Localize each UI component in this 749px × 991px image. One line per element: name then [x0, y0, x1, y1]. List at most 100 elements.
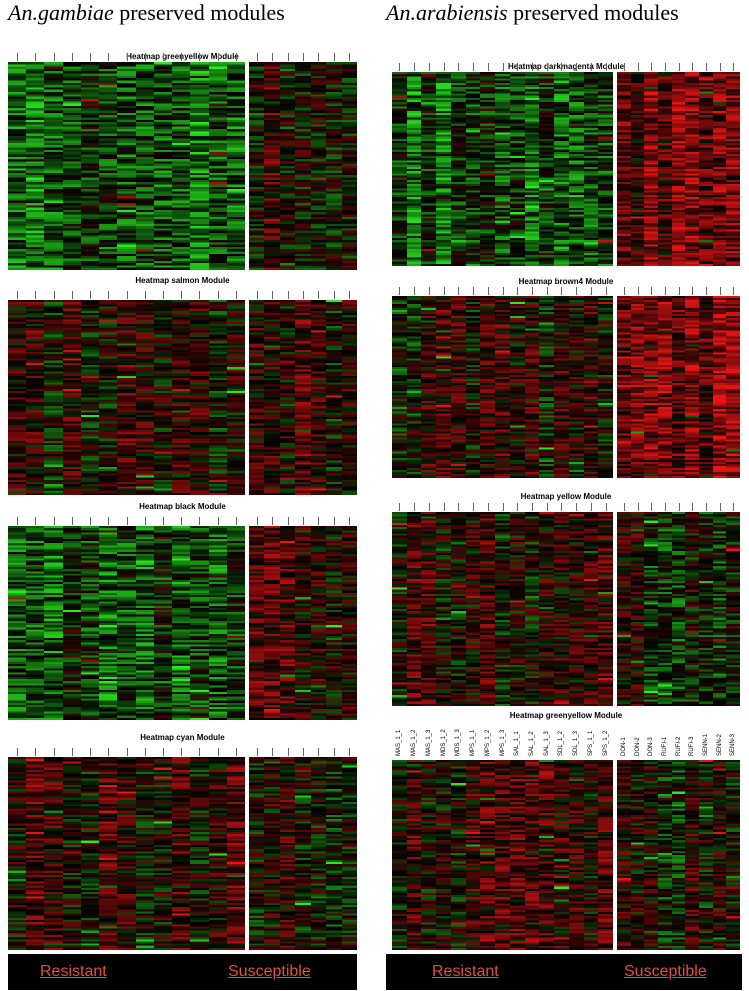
column-tick [108, 291, 110, 299]
heatmap-column [264, 757, 280, 950]
column-tick [590, 63, 592, 71]
panel-title: Heatmap cyan Module [140, 733, 225, 742]
column-tick [53, 291, 55, 299]
heatmap-column [539, 512, 555, 706]
panel-title: Heatmap salmon Module [135, 276, 230, 285]
heatmap-column [326, 62, 342, 270]
heatmap-column [26, 757, 45, 950]
column-tick [473, 503, 475, 511]
column-tick [561, 287, 563, 295]
column-tick [705, 287, 707, 295]
heatmap-column [341, 62, 357, 270]
heatmap-column [450, 512, 466, 706]
heatmap-column [117, 300, 136, 495]
heatmap-column [726, 296, 740, 478]
column-tick [637, 503, 639, 511]
heatmap-column [326, 526, 342, 720]
column-tick [733, 63, 735, 71]
column-tick [623, 63, 625, 71]
heatmap-column [117, 526, 136, 720]
column-tick [235, 748, 237, 756]
column-tick [678, 503, 680, 511]
column-tick [256, 291, 258, 299]
column-tick [181, 748, 183, 756]
column-tick [487, 63, 489, 71]
column-tick [90, 748, 92, 756]
heatmap [617, 512, 740, 706]
heatmap-column [712, 760, 727, 950]
heatmap-column [99, 62, 118, 270]
column-tick [199, 517, 201, 525]
column-tick [561, 503, 563, 511]
resistant-label: Resistant [40, 963, 107, 980]
heatmap-column [617, 72, 631, 266]
heatmap-column [685, 72, 700, 266]
heatmap-column [153, 757, 173, 950]
column-tick [181, 291, 183, 299]
column-tick [17, 748, 19, 756]
heatmap-column [117, 62, 136, 270]
column-tick [428, 503, 430, 511]
column-tick [664, 287, 666, 295]
column-tick [35, 53, 37, 61]
heatmap-column [524, 512, 540, 706]
heatmap-column [421, 72, 437, 266]
heatmap-column [153, 62, 173, 270]
heatmap-column [326, 300, 342, 495]
heatmap-column [26, 300, 45, 495]
column-tick [692, 287, 694, 295]
heatmap-column [630, 296, 645, 478]
heatmap-column [8, 526, 27, 720]
column-tick [90, 53, 92, 61]
heatmap-column [658, 760, 672, 950]
heatmap-column [712, 72, 727, 266]
column-tick [162, 748, 164, 756]
column-tick [235, 53, 237, 61]
column-tick [517, 63, 519, 71]
column-tick [272, 53, 274, 61]
column-tick [414, 63, 416, 71]
column-tick [303, 517, 304, 525]
heatmap-column [208, 757, 227, 950]
heatmap-column [8, 300, 27, 495]
heatmap-column [671, 760, 686, 950]
heatmap-column [524, 296, 540, 478]
column-tick [664, 503, 666, 511]
heatmap-column [699, 72, 713, 266]
column-label: MDS_1_3 [455, 729, 462, 756]
heatmap-column [583, 512, 599, 706]
column-tick [546, 287, 548, 295]
resistant-label: Resistant [432, 963, 499, 980]
heatmap-column [712, 512, 727, 706]
column-label: MPS_1_3 [499, 729, 506, 756]
column-label: SPS_1_2 [602, 730, 609, 756]
heatmap-column [172, 526, 191, 720]
panel-title: Heatmap greenyellow Module [509, 711, 623, 720]
column-tick [17, 53, 19, 61]
column-label: SAL_1_2 [528, 731, 535, 756]
heatmap-column [249, 300, 265, 495]
column-tick [17, 517, 19, 525]
heatmap-column [310, 300, 327, 495]
column-tick [458, 503, 460, 511]
heatmap-column [279, 757, 296, 950]
heatmap-column [583, 760, 599, 950]
column-tick [126, 53, 128, 61]
column-tick [144, 291, 146, 299]
column-label: SENN-2 [716, 733, 723, 756]
column-tick [71, 291, 73, 299]
column-tick [71, 748, 73, 756]
heatmap-column [480, 760, 496, 950]
heatmap-column [208, 62, 227, 270]
column-tick [349, 53, 351, 61]
heatmap-column [685, 760, 700, 950]
column-label: RUFI-1 [661, 736, 668, 756]
heatmap-column [392, 296, 407, 478]
heatmap [392, 296, 613, 478]
heatmap-column [450, 296, 466, 478]
heatmap-column [80, 300, 100, 495]
species: An.gambiae [8, 0, 114, 25]
heatmap-column [80, 62, 100, 270]
column-tick [733, 503, 735, 511]
column-tick [399, 63, 401, 71]
